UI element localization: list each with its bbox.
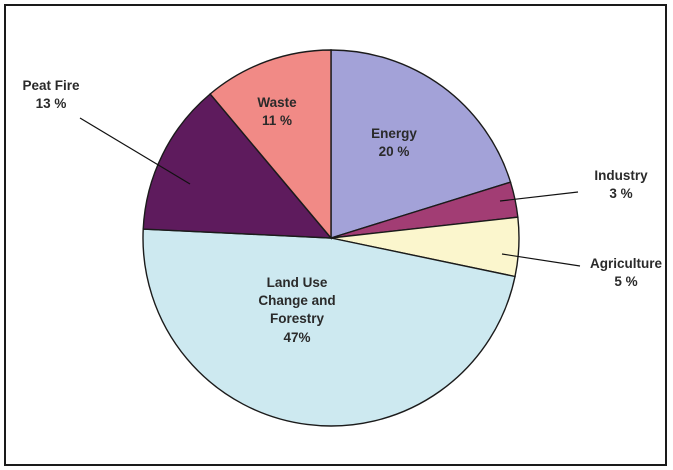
pie-chart: Waste 11 % Energy 20 % Industry 3 % Agri… bbox=[22, 49, 663, 427]
pie-slice-energy bbox=[330, 49, 512, 239]
label-peat-fire-value: 13 % bbox=[36, 96, 67, 111]
label-land-use-line-3: Forestry bbox=[270, 311, 325, 326]
label-peat-fire-name: Peat Fire bbox=[22, 78, 80, 93]
leader-lines bbox=[79, 117, 581, 267]
chart-frame: Waste 11 % Energy 20 % Industry 3 % Agri… bbox=[4, 4, 667, 466]
label-land-use-value: 47% bbox=[283, 330, 310, 345]
pie-slices bbox=[142, 49, 520, 427]
label-energy-value: 20 % bbox=[379, 144, 410, 159]
leader-line-peat-fire bbox=[79, 117, 191, 185]
pie-slice-peat-fire bbox=[142, 92, 333, 239]
label-waste-name: Waste bbox=[257, 95, 297, 110]
leader-line-industry bbox=[499, 191, 579, 202]
label-industry-value: 3 % bbox=[609, 186, 632, 201]
label-industry-name: Industry bbox=[594, 168, 648, 183]
label-energy-name: Energy bbox=[371, 126, 417, 141]
pie-slice-waste bbox=[209, 49, 332, 240]
label-agriculture-name: Agriculture bbox=[590, 256, 663, 271]
pie-slice-land-use-change-and-forestry bbox=[142, 228, 516, 427]
label-land-use-line-2: Change and bbox=[258, 293, 335, 308]
label-land-use-line-1: Land Use bbox=[267, 275, 328, 290]
label-waste-value: 11 % bbox=[262, 113, 292, 128]
label-agriculture-value: 5 % bbox=[614, 274, 637, 289]
leader-line-agriculture bbox=[501, 253, 581, 267]
